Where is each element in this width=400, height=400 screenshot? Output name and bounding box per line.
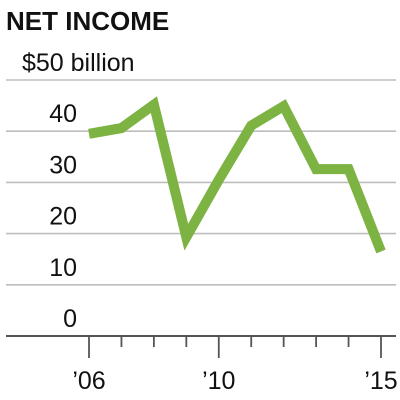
data-point — [316, 169, 317, 170]
x-tick-label: ’10 — [202, 367, 235, 395]
data-point — [348, 169, 349, 170]
y-tick-labels: 0 10 20 30 40 — [49, 100, 77, 333]
data-point — [381, 251, 382, 252]
series-layer — [88, 96, 386, 254]
data-point — [218, 179, 219, 180]
y-tick-label: 10 — [49, 254, 77, 282]
x-tick-label: ’15 — [364, 367, 397, 395]
y-tick-label: 20 — [49, 203, 77, 231]
data-point — [121, 128, 122, 129]
chart-title: NET INCOME — [6, 6, 169, 36]
y-tick-label: 30 — [49, 151, 77, 179]
gridlines — [6, 79, 396, 337]
data-point — [186, 237, 187, 238]
y-tick-label-top: $50 billion — [22, 49, 135, 77]
data-point — [251, 125, 252, 126]
data-point — [89, 133, 90, 134]
x-ticks — [88, 336, 382, 358]
x-tick-label: ’06 — [72, 367, 105, 395]
x-tick-labels: ’06 ’10 ’15 — [72, 367, 397, 395]
y-tick-label: 0 — [63, 305, 77, 333]
net-income-line — [88, 96, 386, 254]
data-point — [283, 106, 284, 107]
data-point — [153, 104, 154, 105]
y-tick-label: 40 — [49, 100, 77, 128]
